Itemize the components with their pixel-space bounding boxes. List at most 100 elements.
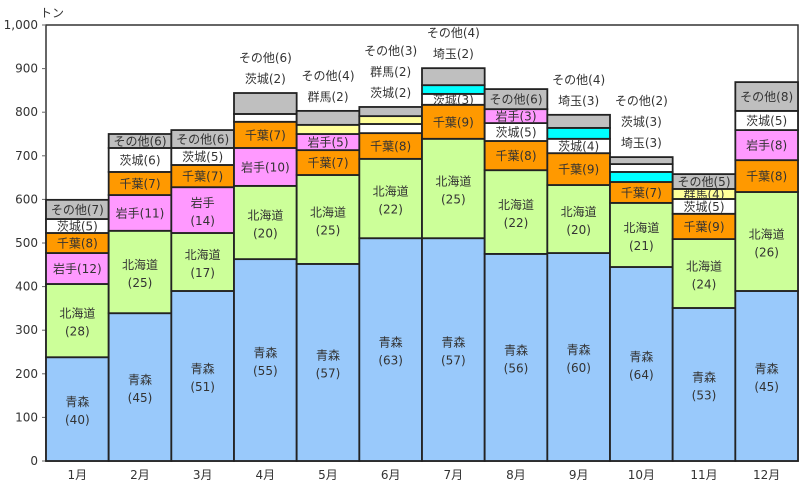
data-label: (40)	[65, 413, 90, 427]
data-label: 青森	[128, 372, 152, 387]
y-tick-label: 200	[15, 367, 38, 381]
bar-segment-その他	[358, 106, 423, 118]
data-label: 北海道	[686, 259, 722, 274]
data-label-above: その他(4)	[427, 26, 480, 40]
data-label: 北海道	[59, 306, 95, 321]
bar-segment-埼玉	[421, 84, 486, 95]
x-tick-label: 1月	[68, 468, 88, 482]
data-label: (20)	[253, 227, 278, 241]
data-label: (51)	[190, 380, 215, 394]
x-tick-label: 2月	[130, 468, 150, 482]
data-label: その他(7)	[51, 203, 104, 217]
x-tick-label: 4月	[256, 468, 276, 482]
data-label: (14)	[190, 214, 215, 228]
bar-segment-青森	[358, 237, 423, 462]
bar-segment-青森	[671, 307, 737, 462]
x-tick-label: 7月	[444, 468, 464, 482]
data-label: 千葉(7)	[182, 170, 223, 184]
data-label: その他(6)	[176, 133, 229, 147]
bar-segment-岩手	[734, 129, 799, 162]
y-tick-label: 500	[15, 236, 38, 250]
x-tick-label: 6月	[381, 468, 401, 482]
data-label: 千葉(8)	[496, 149, 537, 163]
data-label: 千葉(7)	[245, 128, 286, 142]
y-tick-label: 300	[15, 323, 38, 337]
x-tick-label: 11月	[690, 468, 717, 482]
data-label: 千葉(9)	[558, 163, 599, 177]
bar-segment-その他	[421, 67, 486, 87]
data-label: (24)	[692, 278, 717, 292]
data-label: 茨城(6)	[120, 153, 161, 167]
y-tick-label: 600	[15, 192, 38, 206]
y-tick-label: 900	[15, 62, 38, 76]
data-label-above: その他(3)	[364, 44, 417, 58]
data-label: 茨城(5)	[746, 114, 787, 128]
data-label: その他(6)	[490, 93, 543, 107]
data-label: 茨城(5)	[496, 126, 537, 140]
data-label: 青森	[253, 345, 277, 360]
bar-segment-その他	[609, 156, 674, 165]
data-label-above: 茨城(3)	[621, 115, 662, 129]
data-label: (26)	[754, 245, 779, 259]
data-label: 北海道	[247, 208, 283, 223]
data-label: 青森	[379, 335, 403, 350]
x-tick-label: 8月	[506, 468, 526, 482]
bar-segment-その他	[546, 113, 611, 129]
bar-segment-埼玉	[609, 171, 674, 183]
data-label-above: 茨城(2)	[370, 86, 411, 100]
data-label-above: 埼玉(2)	[433, 47, 474, 61]
data-label: (45)	[128, 391, 153, 405]
data-label: 岩手(3)	[496, 109, 537, 124]
data-label: (22)	[504, 216, 529, 230]
data-label: 茨城(5)	[182, 150, 223, 164]
data-label: 北海道	[435, 174, 471, 189]
data-label-above: その他(4)	[552, 73, 605, 87]
data-label: (63)	[378, 354, 403, 368]
data-label-above: 群馬(2)	[308, 90, 349, 104]
data-label: 千葉(9)	[433, 115, 474, 129]
data-label: 北海道	[749, 226, 785, 241]
y-tick-label: 0	[30, 454, 38, 468]
bar-segment-青森	[170, 290, 235, 462]
bar-segment-埼玉	[546, 126, 611, 140]
bar-segment-茨城	[233, 113, 298, 123]
data-label: 北海道	[373, 184, 409, 199]
data-label: 岩手(11)	[116, 205, 165, 220]
data-label: 青森	[692, 369, 716, 384]
x-tick-label: 3月	[193, 468, 213, 482]
bar-segment-青森	[45, 356, 110, 462]
x-tick-label: 9月	[569, 468, 589, 482]
data-label: 岩手	[191, 195, 215, 210]
x-tick-label: 10月	[628, 468, 655, 482]
data-label: 茨城(4)	[558, 139, 599, 153]
data-label: (25)	[316, 223, 341, 237]
data-label: 北海道	[310, 204, 346, 219]
bar-segment-北海道	[233, 184, 298, 261]
bar-segment-その他	[233, 92, 298, 115]
data-label: (20)	[566, 223, 591, 237]
data-label: 青森	[316, 347, 340, 362]
data-label-above: 群馬(2)	[370, 65, 411, 79]
bar-segment-北海道	[734, 191, 799, 292]
data-label: (45)	[754, 380, 779, 394]
y-tick-label: 100	[15, 410, 38, 424]
bar-segment-千葉	[546, 152, 611, 186]
data-label: 千葉(8)	[746, 170, 787, 184]
bar-segment-その他	[734, 81, 799, 112]
bar-segment-その他	[295, 109, 361, 126]
data-label: (57)	[441, 354, 466, 368]
bar-segment-千葉	[734, 159, 799, 193]
data-label: 岩手(10)	[241, 159, 290, 174]
data-label: (60)	[566, 361, 591, 375]
bar-segment-岩手	[45, 252, 110, 285]
data-label: 青森	[504, 342, 528, 357]
bar-segment-群馬	[295, 123, 361, 135]
data-label: 岩手(8)	[746, 138, 787, 153]
data-label: 茨城(5)	[684, 200, 725, 214]
data-label: 茨城(3)	[433, 93, 474, 107]
data-label-above: その他(6)	[239, 51, 292, 65]
data-label: 千葉(7)	[120, 177, 161, 191]
bar-segment-千葉	[671, 212, 737, 240]
data-label: 千葉(7)	[621, 186, 662, 200]
